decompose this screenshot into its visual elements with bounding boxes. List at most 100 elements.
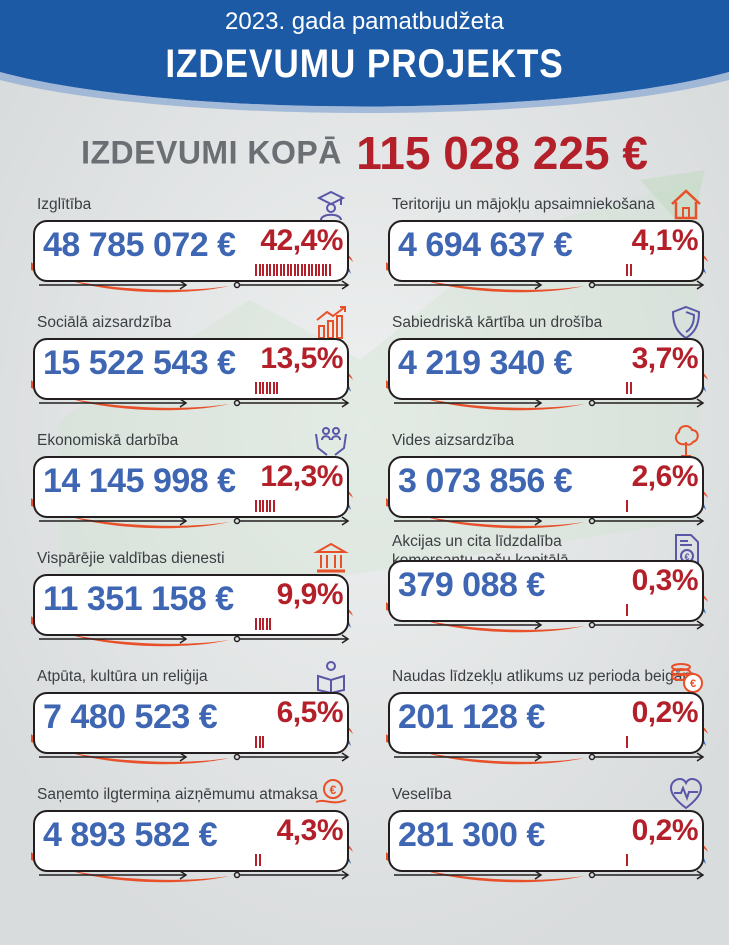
expense-box [33, 810, 349, 872]
expense-amount: 15 522 543 € [43, 344, 236, 382]
share-bar [269, 618, 271, 630]
expense-card: Saņemto ilgtermiņa aizņēmumu atmaksa €4 8… [31, 779, 353, 892]
share-bars [626, 382, 633, 394]
share-bar [258, 500, 261, 512]
arrow-line [394, 398, 705, 408]
arrow-line [39, 398, 350, 408]
expense-percent: 4,3% [276, 814, 344, 847]
expense-percent: 2,6% [631, 460, 699, 493]
tree-icon [674, 425, 699, 457]
expense-percent: 13,5% [260, 342, 343, 375]
share-bar [272, 382, 275, 394]
house-icon [671, 189, 701, 220]
header-title: IZDEVUMU PROJEKTS [165, 42, 564, 86]
share-bar [262, 618, 264, 630]
share-bar [276, 264, 278, 276]
expense-percent: 9,9% [276, 578, 344, 611]
expense-amount: 48 785 072 € [43, 226, 236, 264]
share-bars [255, 736, 266, 748]
expense-amount: 3 073 856 € [398, 462, 573, 500]
expense-amount: 14 145 998 € [43, 462, 236, 500]
expense-card: Teritoriju un mājokļu apsaimniekošana 4 6… [386, 189, 708, 302]
expense-amount: 281 300 € [398, 816, 545, 854]
share-bar [265, 264, 268, 276]
expense-box [33, 220, 349, 282]
share-bar [262, 382, 264, 394]
expense-box [33, 574, 349, 636]
arrow-line [394, 752, 705, 762]
share-bar [255, 382, 257, 394]
expense-label: Sociālā aizsardzība [37, 314, 172, 331]
expense-amount: 7 480 523 € [43, 698, 218, 736]
share-bar [262, 264, 264, 276]
svg-text:€: € [330, 783, 337, 797]
share-bar [286, 264, 289, 276]
expense-box [388, 692, 704, 754]
share-bar [629, 264, 632, 276]
expense-amount: 11 351 158 € [43, 580, 234, 618]
expense-box [388, 810, 704, 872]
expense-percent: 0,2% [631, 696, 699, 729]
header-banner [0, 0, 729, 113]
share-bar [626, 854, 628, 866]
arrow-line [394, 870, 705, 880]
expense-percent: 4,1% [631, 224, 699, 257]
svg-text:€: € [690, 678, 696, 690]
svg-text:€: € [684, 552, 689, 562]
arrow-line [39, 634, 350, 644]
share-bar [258, 618, 261, 630]
share-bar [276, 382, 278, 394]
heart-pulse-icon [669, 777, 703, 810]
arrow-line [39, 870, 350, 880]
share-bars [255, 618, 273, 630]
expense-card: Izglītība 48 785 072 € 42,4% [31, 190, 353, 302]
arrow-line [394, 620, 705, 630]
expense-card: Vides aizsardzība 3 073 856 € 2,6% [386, 425, 708, 538]
expense-label: Naudas līdzekļu atlikums uz perioda beig… [392, 668, 696, 685]
shield-icon [671, 305, 701, 340]
euro-hand-icon: € [315, 779, 347, 804]
share-bar [269, 500, 271, 512]
reader-icon [317, 661, 345, 694]
share-bar [258, 736, 261, 748]
share-bar [265, 500, 268, 512]
expense-label: Vispārējie valdības dienesti [37, 550, 225, 567]
header-subtitle: 2023. gada pamatbudžeta [225, 8, 504, 35]
share-bar [311, 264, 313, 276]
share-bars [626, 604, 630, 616]
share-bars [626, 264, 633, 276]
expense-percent: 0,2% [631, 814, 699, 847]
share-bar [626, 264, 628, 276]
share-bar [255, 618, 257, 630]
share-bar [626, 382, 628, 394]
expense-box [388, 560, 704, 622]
total-label: IZDEVUMI KOPĀ [81, 134, 342, 171]
expense-percent: 6,5% [276, 696, 344, 729]
share-bar [290, 264, 292, 276]
share-bar [629, 382, 632, 394]
expense-label: Izglītība [37, 196, 92, 213]
graduate-icon [316, 190, 346, 221]
expense-percent: 3,7% [631, 342, 699, 375]
share-bars [626, 500, 630, 512]
share-bars [255, 500, 276, 512]
expense-box [388, 338, 704, 400]
share-bar [626, 736, 628, 748]
arrow-line [39, 752, 350, 762]
share-bar [255, 736, 257, 748]
share-bar [314, 264, 317, 276]
expense-card: Ekonomiskā darbība 14 145 998 € 12,3% [31, 427, 353, 538]
share-bars [255, 264, 332, 276]
share-bar [265, 382, 268, 394]
share-bar [318, 264, 320, 276]
share-bar [300, 264, 303, 276]
share-bar [272, 500, 275, 512]
expense-percent: 12,3% [260, 460, 343, 493]
expense-card: Vispārējie valdības dienesti 11 351 158 €… [31, 542, 353, 656]
share-bar [258, 382, 261, 394]
share-bar [265, 618, 268, 630]
expense-percent: 0,3% [631, 564, 699, 597]
expense-card: Sociālā aizsardzība 15 522 543 € 13,5% [31, 306, 353, 420]
share-bar [321, 264, 324, 276]
expense-box [33, 456, 349, 518]
